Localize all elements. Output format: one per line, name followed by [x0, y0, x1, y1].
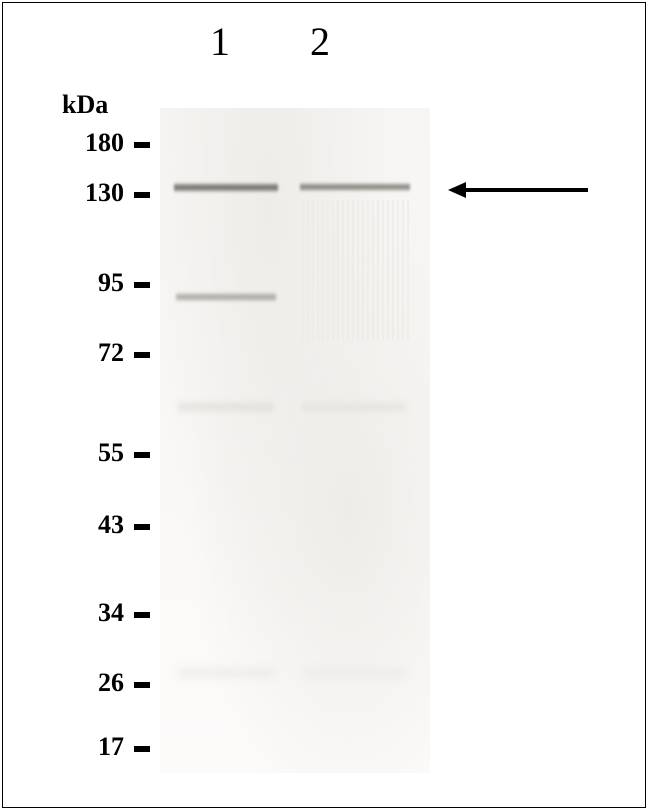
blot-band	[178, 400, 274, 414]
marker-label: 130	[85, 178, 124, 208]
arrow-icon	[448, 180, 588, 200]
marker-tick	[134, 192, 150, 198]
marker-tick	[134, 452, 150, 458]
marker-tick	[134, 612, 150, 618]
marker-tick	[134, 524, 150, 530]
blot-band	[302, 400, 406, 414]
marker-label: 180	[85, 128, 124, 158]
marker-tick	[134, 746, 150, 752]
marker-tick	[134, 352, 150, 358]
marker-label: 55	[98, 438, 124, 468]
blot-band	[302, 665, 406, 681]
lane-header-2: 2	[310, 18, 330, 65]
kda-axis-label: kDa	[62, 90, 108, 120]
marker-label: 43	[98, 510, 124, 540]
blot-band	[178, 665, 274, 681]
marker-label: 95	[98, 268, 124, 298]
target-band-arrow	[448, 180, 588, 200]
blot-band	[174, 182, 278, 193]
blot-band	[176, 292, 276, 302]
smear	[302, 200, 410, 340]
marker-tick	[134, 282, 150, 288]
marker-label: 34	[98, 598, 124, 628]
marker-label: 17	[98, 732, 124, 762]
blot-band	[300, 182, 410, 192]
marker-tick	[134, 682, 150, 688]
marker-label: 72	[98, 338, 124, 368]
marker-tick	[134, 142, 150, 148]
lane-header-1: 1	[210, 18, 230, 65]
marker-label: 26	[98, 668, 124, 698]
